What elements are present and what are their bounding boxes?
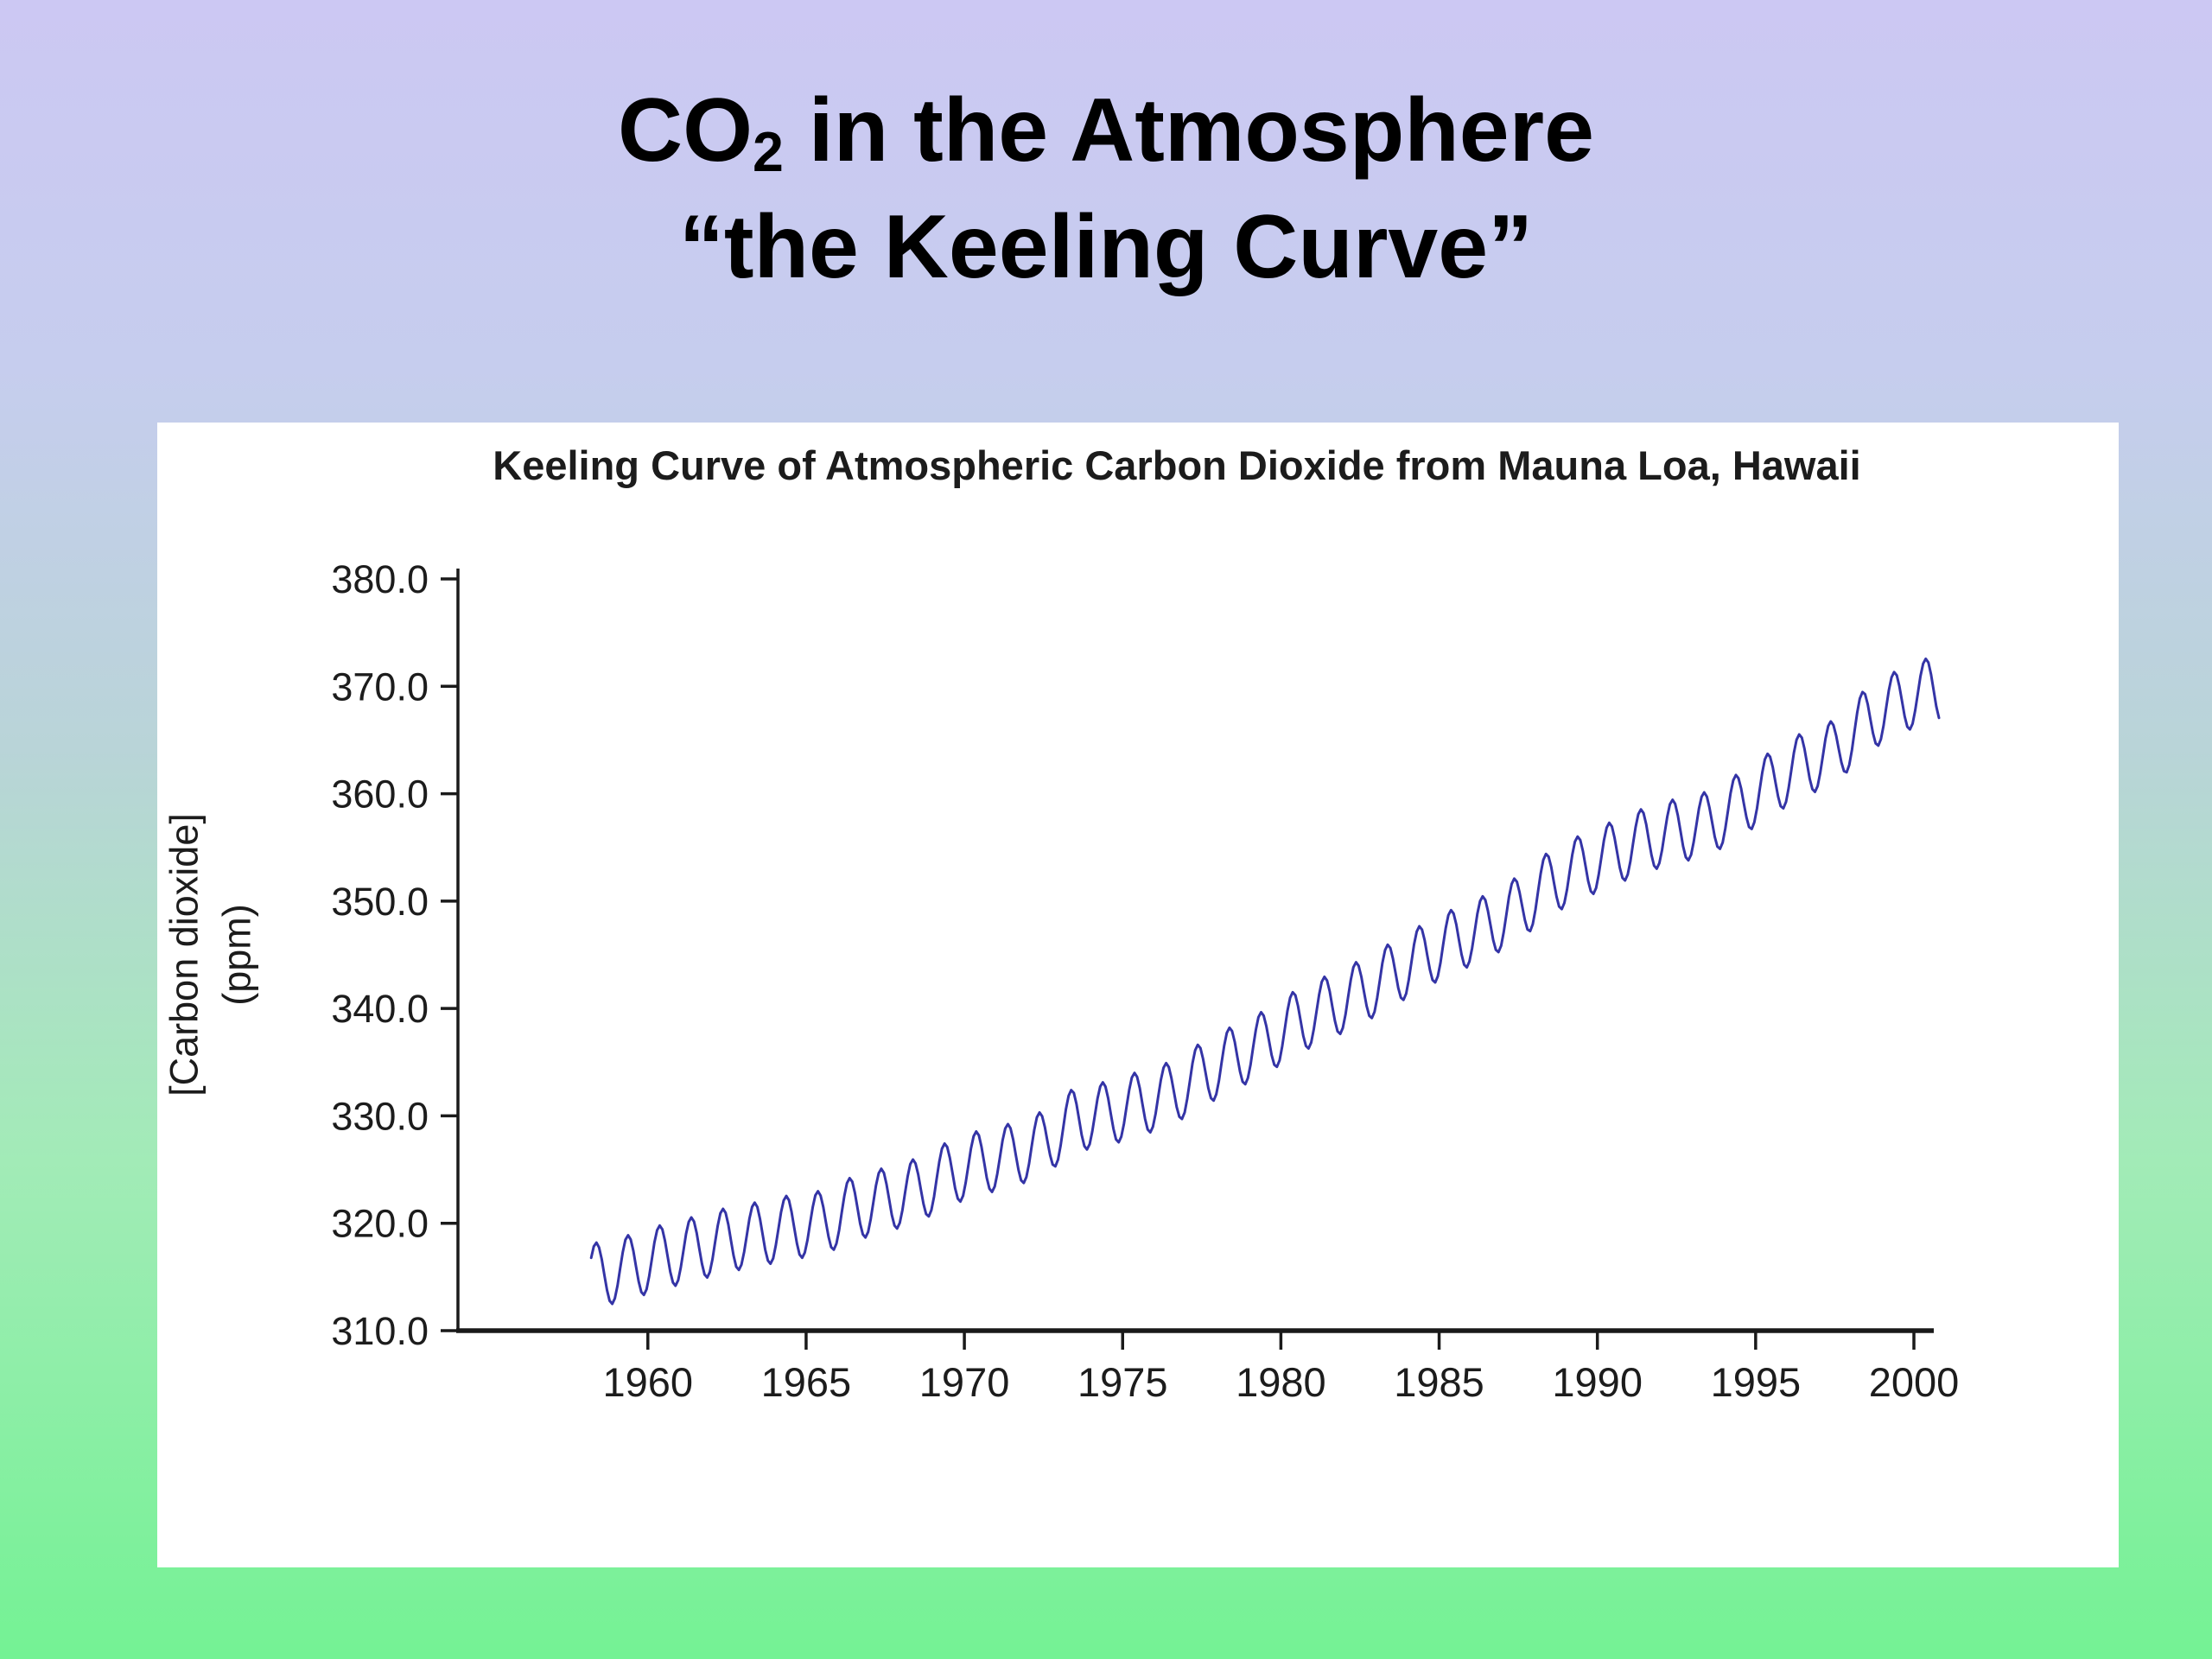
co2-line-group (589, 657, 1941, 1306)
x-tick-label: 1985 (1394, 1359, 1484, 1405)
y-tick-label: 350.0 (331, 880, 429, 924)
title-co: CO (618, 80, 753, 181)
y-tick-label: 320.0 (331, 1202, 429, 1246)
slide-title: CO2 in the Atmosphere “the Keeling Curve… (0, 73, 2212, 306)
axes-group (441, 569, 1934, 1350)
x-tick-label: 1960 (603, 1359, 694, 1405)
keeling-chart-svg: 310.0 320.0 330.0 340.0 350.0 360.0 370.0 380.0… (331, 557, 1959, 1405)
chart-title: Keeling Curve of Atmospheric Carbon Diox… (493, 442, 1861, 488)
x-tick-label: 2000 (1869, 1359, 1960, 1405)
chart-panel: Keeling Curve of Atmospheric Carbon Diox… (157, 423, 2119, 1567)
x-tick-label: 1970 (919, 1359, 1010, 1405)
x-tick-label: 1965 (761, 1359, 852, 1405)
y-tick-label: 310.0 (331, 1309, 429, 1353)
x-tick-label: 1990 (1552, 1359, 1643, 1405)
y-tick-label: 380.0 (331, 557, 429, 601)
x-tick-label: 1975 (1077, 1359, 1168, 1405)
x-tick-label: 1980 (1236, 1359, 1326, 1405)
title-subscript-2: 2 (753, 120, 784, 183)
tick-labels-group: 310.0 320.0 330.0 340.0 350.0 360.0 370.0 380.0… (331, 557, 1959, 1405)
slide-title-line-2: “the Keeling Curve” (678, 197, 1534, 298)
x-tick-label: 1995 (1711, 1359, 1802, 1405)
co2-line (589, 657, 1941, 1306)
title-rest: in the Atmosphere (783, 80, 1594, 181)
y-tick-label: 360.0 (331, 772, 429, 817)
y-tick-label: 370.0 (331, 664, 429, 709)
y-tick-label: 330.0 (331, 1094, 429, 1138)
slide-title-line-1: CO2 in the Atmosphere (0, 73, 2212, 189)
y-tick-label: 340.0 (331, 987, 429, 1031)
